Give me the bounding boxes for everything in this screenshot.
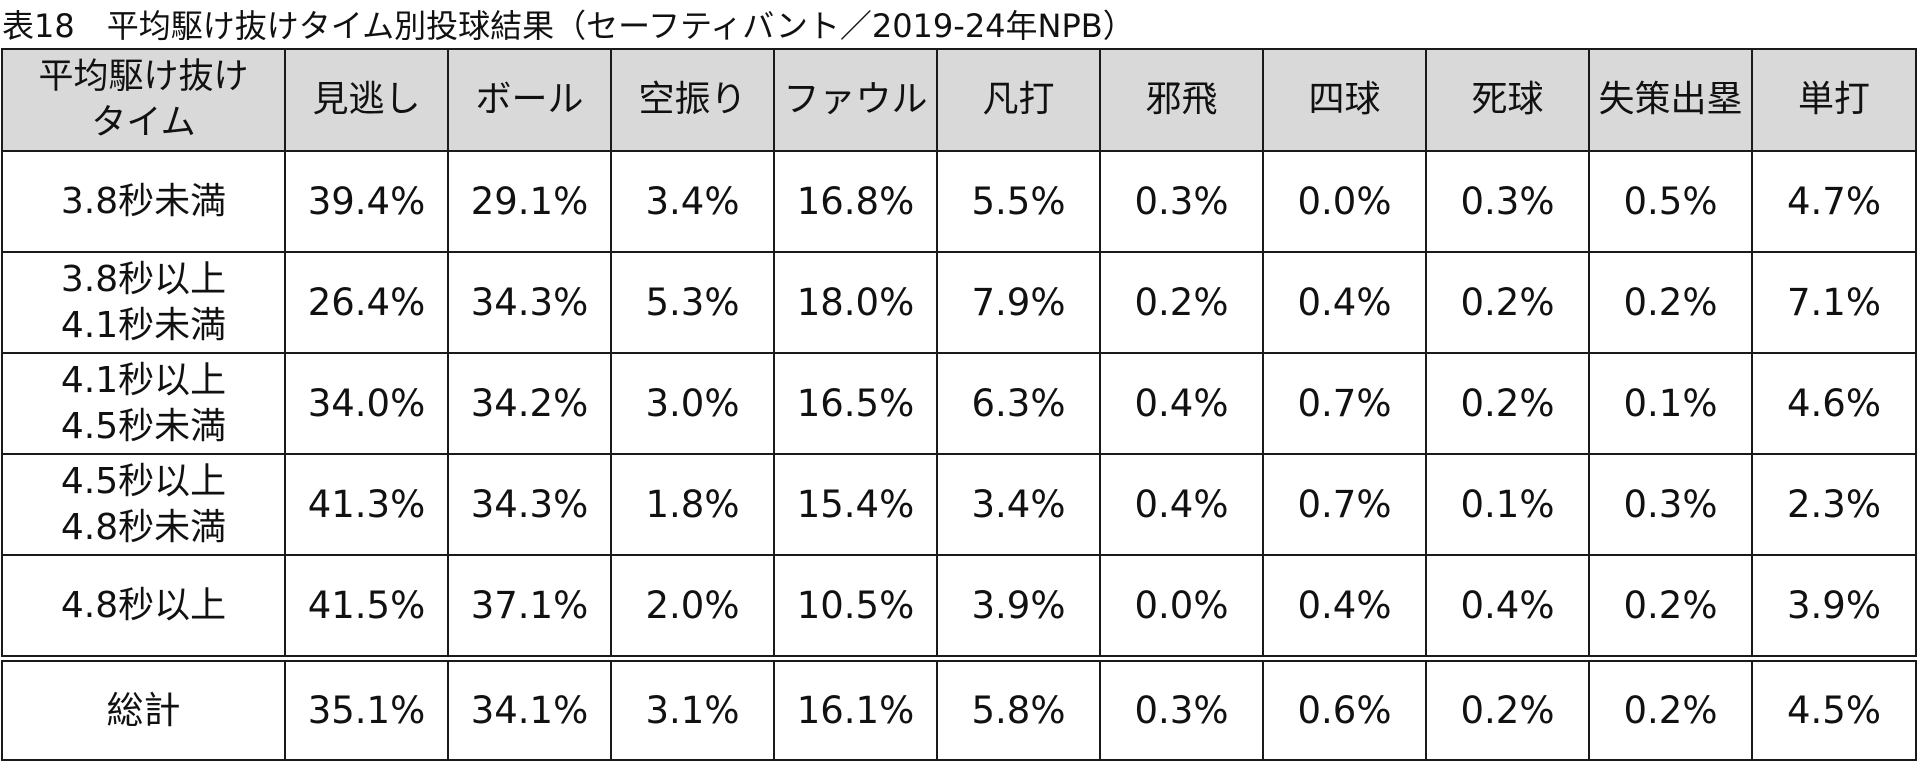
table-cell: 0.2% [1588, 251, 1753, 354]
corner-header: 平均駆け抜け タイム [1, 48, 286, 152]
row-label-line: 3.8秒以上 [60, 258, 227, 300]
table-cell: 4.6% [1751, 352, 1917, 455]
table-cell: 0.4% [1099, 352, 1264, 455]
table-cell: 0.2% [1425, 352, 1590, 455]
column-header: ボール [447, 48, 612, 152]
table-cell: 37.1% [447, 554, 612, 660]
column-header: 失策出塁 [1588, 48, 1753, 152]
row-label: 4.8秒以上 [1, 554, 286, 660]
table-cell: 18.0% [773, 251, 938, 354]
table-cell: 0.4% [1262, 251, 1427, 354]
table-cell: 0.0% [1099, 554, 1264, 660]
total-cell: 16.1% [773, 655, 938, 761]
table-cell: 0.0% [1262, 150, 1427, 253]
table-cell: 5.5% [936, 150, 1101, 253]
column-header: 空振り [610, 48, 775, 152]
row-label: 3.8秒未満 [1, 150, 286, 253]
table-cell: 34.2% [447, 352, 612, 455]
table-cell: 41.3% [284, 453, 449, 556]
row-label-line: 4.1秒未満 [60, 304, 227, 346]
header-row: 平均駆け抜け タイム 見逃し ボール 空振り ファウル 凡打 邪飛 四球 死球 … [1, 48, 1917, 152]
row-label: 4.1秒以上 4.5秒未満 [1, 352, 286, 455]
total-cell: 4.5% [1751, 655, 1917, 761]
total-cell: 34.1% [447, 655, 612, 761]
table-cell: 0.2% [1099, 251, 1264, 354]
total-cell: 0.6% [1262, 655, 1427, 761]
total-cell: 0.2% [1425, 655, 1590, 761]
table-row: 3.8秒以上 4.1秒未満 26.4% 34.3% 5.3% 18.0% 7.9… [1, 251, 1917, 354]
total-label: 総計 [1, 655, 286, 761]
table-cell: 3.4% [610, 150, 775, 253]
table-cell: 0.4% [1262, 554, 1427, 660]
total-cell: 35.1% [284, 655, 449, 761]
table-cell: 3.9% [936, 554, 1101, 660]
table-cell: 0.2% [1588, 554, 1753, 660]
table-cell: 2.0% [610, 554, 775, 660]
table-row: 3.8秒未満 39.4% 29.1% 3.4% 16.8% 5.5% 0.3% … [1, 150, 1917, 253]
row-label-line: 4.8秒以上 [60, 584, 227, 626]
table-cell: 34.3% [447, 453, 612, 556]
total-row: 総計 35.1% 34.1% 3.1% 16.1% 5.8% 0.3% 0.6%… [1, 655, 1917, 761]
column-header: ファウル [773, 48, 938, 152]
row-label-line: 4.8秒未満 [60, 506, 227, 548]
total-cell: 0.3% [1099, 655, 1264, 761]
table-cell: 0.3% [1099, 150, 1264, 253]
table-cell: 16.5% [773, 352, 938, 455]
table-cell: 34.0% [284, 352, 449, 455]
table-cell: 5.3% [610, 251, 775, 354]
table-cell: 2.3% [1751, 453, 1917, 556]
table-cell: 3.4% [936, 453, 1101, 556]
total-cell: 0.2% [1588, 655, 1753, 761]
table-cell: 4.7% [1751, 150, 1917, 253]
table-cell: 0.1% [1425, 453, 1590, 556]
table-cell: 10.5% [773, 554, 938, 660]
pitch-result-table: 平均駆け抜け タイム 見逃し ボール 空振り ファウル 凡打 邪飛 四球 死球 … [1, 48, 1917, 761]
corner-header-line: タイム [91, 103, 196, 143]
table-cell: 6.3% [936, 352, 1101, 455]
table-cell: 41.5% [284, 554, 449, 660]
table-cell: 3.9% [1751, 554, 1917, 660]
table-row: 4.5秒以上 4.8秒未満 41.3% 34.3% 1.8% 15.4% 3.4… [1, 453, 1917, 556]
column-header: 見逃し [284, 48, 449, 152]
table-row: 4.1秒以上 4.5秒未満 34.0% 34.2% 3.0% 16.5% 6.3… [1, 352, 1917, 455]
table-cell: 34.3% [447, 251, 612, 354]
table-cell: 16.8% [773, 150, 938, 253]
column-header: 単打 [1751, 48, 1917, 152]
table-cell: 0.3% [1588, 453, 1753, 556]
column-header: 四球 [1262, 48, 1427, 152]
table-cell: 39.4% [284, 150, 449, 253]
table-cell: 26.4% [284, 251, 449, 354]
row-label-line: 3.8秒未満 [60, 180, 227, 222]
total-cell: 5.8% [936, 655, 1101, 761]
table-cell: 1.8% [610, 453, 775, 556]
table-row: 4.8秒以上 41.5% 37.1% 2.0% 10.5% 3.9% 0.0% … [1, 554, 1917, 660]
column-header: 邪飛 [1099, 48, 1264, 152]
table-cell: 29.1% [447, 150, 612, 253]
table-title: 表18 平均駆け抜けタイム別投球結果（セーフティバント／2019-24年NPB） [2, 7, 1135, 45]
table-cell: 7.9% [936, 251, 1101, 354]
row-label-line: 4.5秒以上 [60, 460, 227, 502]
table-cell: 0.7% [1262, 352, 1427, 455]
table-cell: 3.0% [610, 352, 775, 455]
table-cell: 15.4% [773, 453, 938, 556]
table-cell: 0.5% [1588, 150, 1753, 253]
table-cell: 0.3% [1425, 150, 1590, 253]
table-cell: 0.2% [1425, 251, 1590, 354]
row-label-line: 4.1秒以上 [60, 359, 227, 401]
column-header: 凡打 [936, 48, 1101, 152]
table-cell: 0.1% [1588, 352, 1753, 455]
table-cell: 0.4% [1099, 453, 1264, 556]
row-label: 3.8秒以上 4.1秒未満 [1, 251, 286, 354]
total-cell: 3.1% [610, 655, 775, 761]
table-cell: 7.1% [1751, 251, 1917, 354]
corner-header-line: 平均駆け抜け [38, 57, 249, 97]
table-cell: 0.4% [1425, 554, 1590, 660]
table-cell: 0.7% [1262, 453, 1427, 556]
row-label: 4.5秒以上 4.8秒未満 [1, 453, 286, 556]
row-label-line: 4.5秒未満 [60, 405, 227, 447]
column-header: 死球 [1425, 48, 1590, 152]
